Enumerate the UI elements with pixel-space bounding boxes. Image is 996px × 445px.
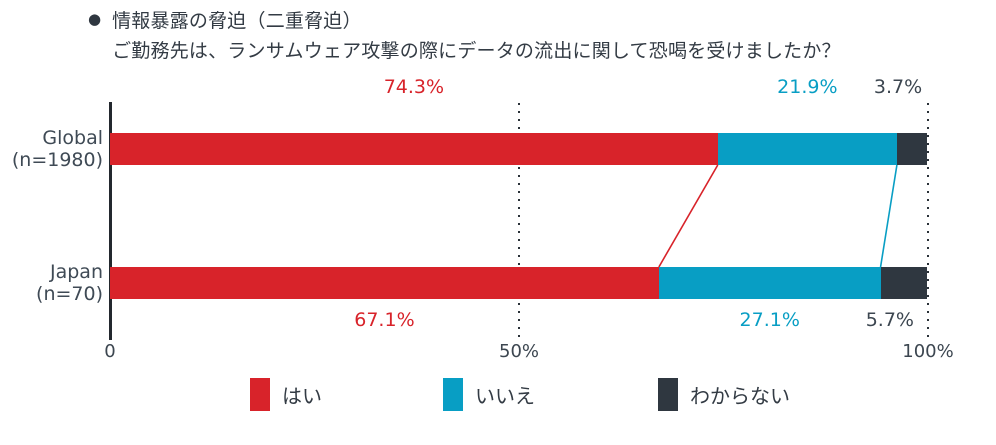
bar-segment (880, 267, 928, 299)
value-label: 5.7% (865, 309, 914, 331)
chart-question: ご勤務先は、ランサムウェア攻撃の際にデータの流出に関して恐喝を受けましたか？ (112, 40, 841, 62)
category-name: Japan (50, 261, 103, 283)
plot-area: 74.3% 21.9% 3.7% 67.1% 27.1% 5.7% (110, 76, 929, 337)
legend-item: いいえ (443, 378, 535, 411)
bar-segment (896, 133, 928, 165)
legend-item: はい (250, 378, 322, 411)
value-label: 67.1% (354, 309, 415, 331)
bullet-icon: ● (88, 10, 102, 28)
legend-label: わからない (690, 384, 790, 408)
chart-header: ● 情報暴露の脅迫（二重脅迫） ご勤務先は、ランサムウェア攻撃の際にデータの流出… (88, 6, 841, 66)
category-name: Global (42, 127, 103, 149)
bar-segment (110, 133, 718, 165)
x-tick-label-100: 100% (902, 341, 954, 362)
gridline-50 (518, 103, 520, 337)
value-label: 27.1% (739, 309, 800, 331)
legend-swatch (443, 378, 463, 411)
segment-connectors (658, 165, 898, 267)
legend-label: はい (282, 384, 322, 408)
legend-swatch (658, 378, 678, 411)
connector-line (658, 165, 719, 267)
bar-segment (110, 267, 659, 299)
bar-segment (717, 133, 897, 165)
y-axis-line (109, 102, 112, 340)
category-n: (n=1980) (11, 149, 103, 171)
value-label: 3.7% (873, 76, 923, 98)
legend-swatch (250, 378, 270, 411)
value-label: 21.9% (777, 76, 838, 98)
chart-titles: 情報暴露の脅迫（二重脅迫） ご勤務先は、ランサムウェア攻撃の際にデータの流出に関… (112, 6, 841, 66)
x-tick-label-0: 0 (104, 341, 116, 362)
bar-global (110, 133, 928, 165)
gridline-100 (927, 103, 929, 337)
category-label-global: Global (n=1980) (0, 127, 103, 171)
x-tick-label-50: 50% (498, 341, 540, 362)
legend-label: いいえ (475, 384, 535, 408)
bar-segment (658, 267, 881, 299)
category-label-japan: Japan (n=70) (0, 261, 103, 305)
bar-japan (110, 267, 928, 299)
category-n: (n=70) (36, 283, 103, 305)
value-label: 74.3% (383, 76, 445, 98)
legend-item: わからない (658, 378, 790, 411)
chart-title: 情報暴露の脅迫（二重脅迫） (112, 10, 362, 32)
connector-line (879, 165, 898, 267)
